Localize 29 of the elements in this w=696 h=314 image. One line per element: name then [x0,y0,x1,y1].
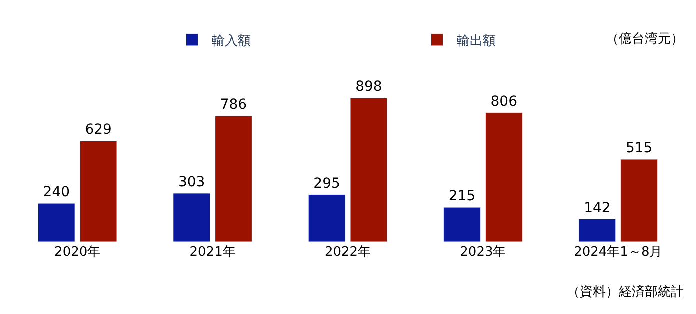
data-label: 806 [490,94,518,110]
bar [173,193,211,242]
bar [38,203,76,242]
legend-label: 輸入額 [212,34,252,50]
bar [215,116,252,242]
bar [350,98,388,242]
bar [578,219,616,242]
x-tick-label: 2021年 [190,245,236,260]
data-label: 295 [314,176,340,192]
data-label: 215 [448,188,476,205]
data-label: 898 [356,79,382,96]
bar [444,207,481,242]
data-label: 786 [220,97,248,114]
bar [620,159,658,242]
data-label: 240 [43,184,70,201]
legend-label: 輸出額 [457,34,496,50]
data-label: 629 [85,122,112,138]
data-label: 515 [626,140,653,156]
bar [485,112,523,242]
bar [80,140,118,242]
bar [308,194,346,242]
text: （億台湾元） [606,31,684,47]
x-tick-label: 2020年 [54,245,101,260]
x-tick-label: 2023年 [460,245,506,260]
data-label: 303 [178,174,206,190]
text: （資料）経済部統計 [567,284,684,300]
x-tick-label: 2022年 [324,245,372,260]
data-label: 142 [584,200,611,216]
x-tick-label: 2024年1～8月 [574,245,663,260]
